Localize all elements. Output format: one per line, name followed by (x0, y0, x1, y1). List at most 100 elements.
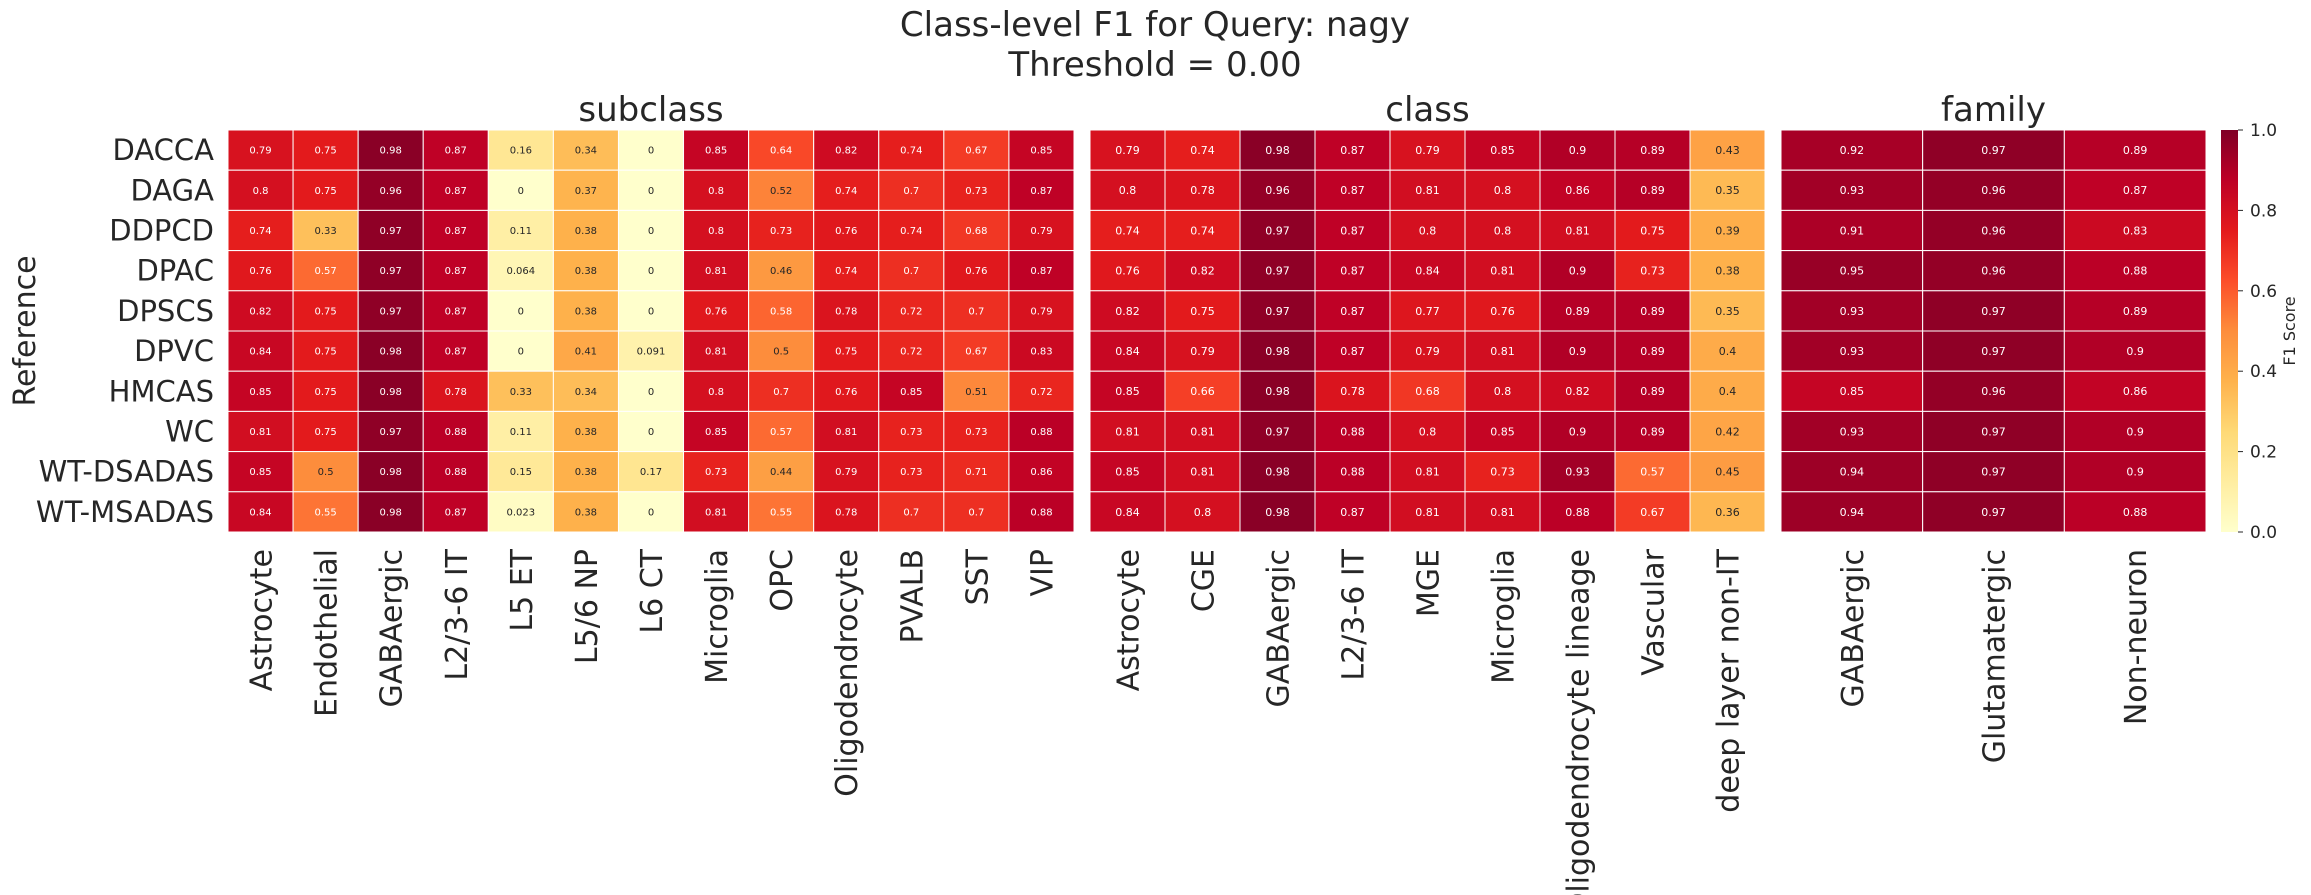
cell-value-label: 0.8 (708, 226, 724, 237)
x-tick-label: GABAergic (1836, 549, 1871, 707)
heatmap-cell (487, 410, 554, 453)
colorbar-tick-label: 0.0 (2250, 523, 2277, 543)
cell-value-label: 0.93 (1840, 184, 1865, 197)
x-tick-label: OPC (765, 549, 800, 612)
heatmap-cell (1464, 410, 1541, 453)
cell-value-label: 0.43 (1715, 144, 1740, 157)
heatmap-cell (422, 451, 489, 493)
heatmap-cell (2063, 250, 2207, 292)
panel-title-class: class (1385, 90, 1469, 130)
cell-value-label: 0.89 (1640, 305, 1665, 318)
cell-value-label: 0.73 (900, 427, 922, 438)
cell-value-label: 0.85 (1115, 385, 1140, 398)
heatmap-cell (1089, 491, 1166, 533)
heatmap-cell (878, 491, 945, 533)
cell-value-label: 0.98 (380, 347, 402, 358)
heatmap-cell (1239, 169, 1316, 211)
heatmap-cell (683, 410, 750, 453)
heatmap-cell (1780, 370, 1924, 412)
cell-value-label: 0.87 (1340, 265, 1365, 278)
x-tick-label: CGE (1187, 549, 1222, 612)
cell-value-label: 0.7 (903, 186, 919, 197)
cell-value-label: 0.34 (575, 387, 597, 398)
cell-value-label: 0.87 (1030, 186, 1052, 197)
cell-value-label: 0 (648, 306, 654, 317)
heatmap-cell (552, 250, 619, 292)
cell-value-label: 0.82 (1115, 305, 1140, 318)
colorbar (2221, 130, 2238, 532)
x-tick-label: deep layer non-IT (1712, 548, 1747, 812)
chart-title-line1: Class-level F1 for Query: nagy (900, 5, 1410, 45)
heatmap-cell (1164, 491, 1241, 533)
cell-value-label: 0.84 (1115, 345, 1140, 358)
cell-value-label: 0.66 (1190, 385, 1215, 398)
cell-value-label: 0.85 (1490, 144, 1515, 157)
heatmap-cell (813, 330, 880, 372)
cell-value-label: 0 (518, 306, 524, 317)
heatmap-cell (813, 169, 880, 211)
cell-value-label: 0 (648, 427, 654, 438)
cell-value-label: 0.97 (1265, 265, 1290, 278)
heatmap-cell (1780, 250, 1924, 292)
heatmap-cell (487, 330, 554, 372)
cell-value-label: 0.97 (1981, 425, 2006, 438)
x-tick-label: L2/3-6 IT (1337, 548, 1372, 680)
heatmap-cell (422, 370, 489, 412)
cell-value-label: 0.75 (314, 186, 336, 197)
x-tick-label: GABAergic (1262, 549, 1297, 707)
heatmap-cell (1389, 129, 1466, 171)
cell-value-label: 0.57 (770, 427, 792, 438)
y-axis-label: Reference (8, 255, 43, 406)
heatmap-cell (1689, 410, 1766, 453)
heatmap-cell (748, 451, 815, 493)
heatmap-cell (227, 129, 294, 171)
heatmap-cell (487, 169, 554, 211)
heatmap-cell (748, 330, 815, 372)
cell-value-label: 0.81 (705, 347, 727, 358)
heatmap-cell (748, 410, 815, 453)
heatmap-cell (1464, 330, 1541, 372)
heatmap-cell (1922, 169, 2065, 211)
cell-value-label: 0.67 (965, 347, 987, 358)
cell-value-label: 0.17 (640, 467, 662, 478)
cell-value-label: 0.81 (1565, 224, 1590, 237)
cell-value-label: 0.88 (2123, 265, 2148, 278)
heatmap-cell (1780, 209, 1924, 252)
cell-value-label: 0.82 (249, 306, 271, 317)
cell-value-label: 0.98 (1265, 385, 1290, 398)
cell-value-label: 0.84 (249, 347, 271, 358)
heatmap-cell (1089, 290, 1166, 332)
cell-value-label: 0.38 (575, 507, 597, 518)
heatmap-cell (1314, 250, 1391, 292)
cell-value-label: 0.87 (1030, 266, 1052, 277)
cell-value-label: 0.36 (1715, 506, 1740, 519)
heatmap-cell (2063, 410, 2207, 453)
heatmap-cell (1464, 451, 1541, 493)
y-tick-label: WC (165, 415, 214, 449)
y-tick-label: DAGA (131, 173, 215, 207)
cell-value-label: 0.93 (1840, 305, 1865, 318)
cell-value-label: 0 (648, 387, 654, 398)
heatmap-cell (1164, 290, 1241, 332)
panel-subclass: subclass 0.79 0.75 0.98 0.87 0.16 0.34 0 0.85 0.6… (227, 90, 1075, 797)
cell-value-label: 0.85 (900, 387, 922, 398)
cell-value-label: 0.81 (1415, 184, 1440, 197)
cell-value-label: 0.38 (575, 467, 597, 478)
cell-value-label: 0.9 (1569, 345, 1587, 358)
cell-value-label: 0.98 (380, 467, 402, 478)
cell-value-label: 0.81 (705, 266, 727, 277)
heatmap-cell (1464, 169, 1541, 211)
cell-value-label: 0.8 (1494, 184, 1512, 197)
cell-value-label: 0.74 (1190, 224, 1215, 237)
heatmap-cell (617, 491, 685, 533)
heatmap-cell (1689, 451, 1766, 493)
cell-value-label: 0.85 (249, 467, 271, 478)
heatmap-cell (1314, 451, 1391, 493)
cell-value-label: 0.52 (770, 186, 792, 197)
heatmap-cell (1539, 491, 1616, 533)
cell-value-label: 0.86 (2123, 385, 2148, 398)
cell-value-label: 0.81 (1490, 506, 1515, 519)
x-tick-label: Glutamatergic (1978, 549, 2013, 763)
heatmap-cell (422, 491, 489, 533)
heatmap-cell (1539, 290, 1616, 332)
